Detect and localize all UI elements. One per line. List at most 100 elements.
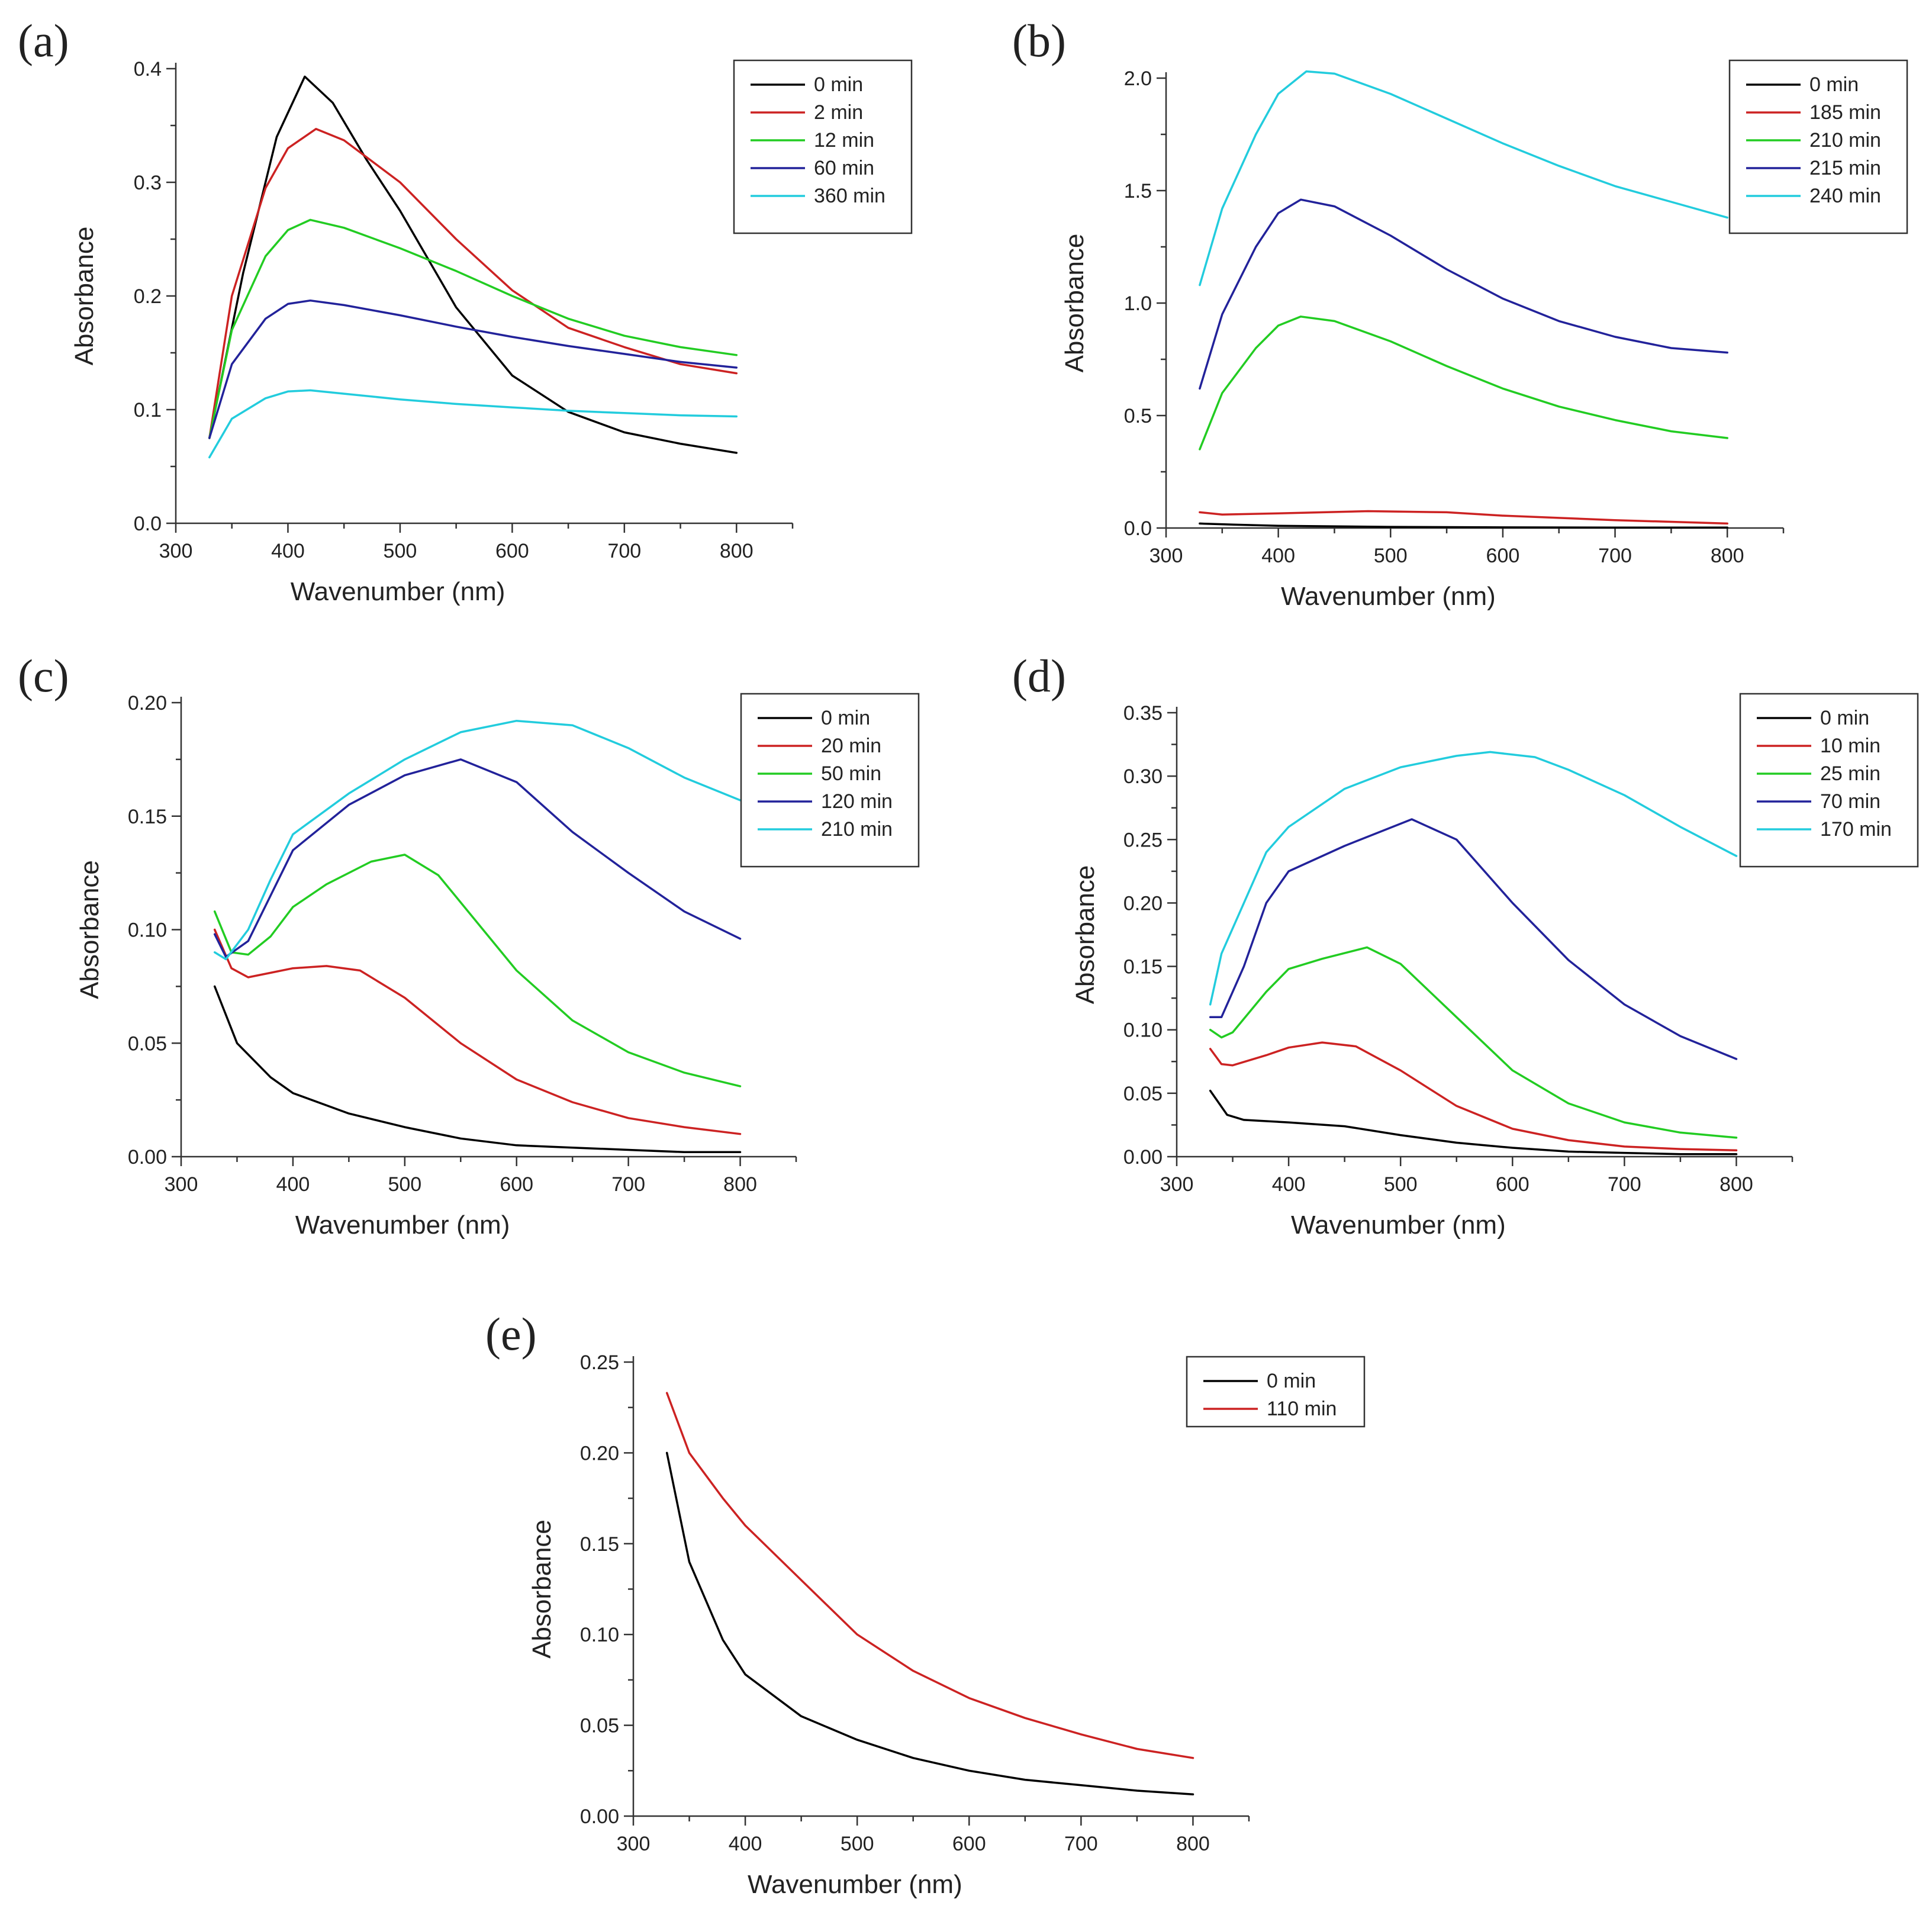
legend-box bbox=[1186, 1356, 1366, 1428]
series-line-185-min bbox=[1199, 510, 1728, 525]
x-axis-title: Wavenumber (nm) bbox=[1281, 582, 1496, 611]
legend-label: 240 min bbox=[1809, 185, 1881, 207]
y-tick-label: 1.0 bbox=[1124, 292, 1152, 315]
series-line-12-min bbox=[208, 218, 738, 439]
x-tick-label: 500 bbox=[384, 540, 417, 562]
y-tick-label: 0.1 bbox=[134, 399, 162, 421]
x-tick-label: 500 bbox=[841, 1833, 874, 1855]
legend-label: 210 min bbox=[1809, 129, 1881, 152]
x-tick-label: 300 bbox=[1149, 545, 1183, 567]
x-tick-label: 700 bbox=[607, 540, 641, 562]
x-tick-label: 300 bbox=[159, 540, 193, 562]
x-tick-label: 600 bbox=[495, 540, 529, 562]
series-line-110-min bbox=[665, 1392, 1194, 1759]
x-tick-label: 800 bbox=[720, 540, 754, 562]
legend-label: 50 min bbox=[821, 762, 881, 785]
y-tick-label: 0.25 bbox=[1123, 829, 1163, 851]
legend-label: 360 min bbox=[814, 185, 886, 207]
series-line-50-min bbox=[213, 854, 742, 1087]
y-tick-label: 0.20 bbox=[580, 1442, 619, 1464]
y-tick-label: 0.10 bbox=[1123, 1019, 1163, 1042]
series-line-210-min bbox=[1199, 316, 1728, 450]
x-tick-label: 800 bbox=[1176, 1833, 1210, 1855]
x-tick-label: 500 bbox=[1374, 545, 1408, 567]
x-tick-label: 600 bbox=[952, 1833, 986, 1855]
series-line-240-min bbox=[1199, 70, 1728, 287]
series-line-120-min bbox=[213, 758, 742, 958]
y-tick-label: 0.20 bbox=[1123, 892, 1163, 915]
y-tick-label: 0.35 bbox=[1123, 702, 1163, 725]
series-line-70-min bbox=[1209, 818, 1738, 1060]
legend-label: 120 min bbox=[821, 790, 893, 813]
legend-label: 2 min bbox=[814, 101, 863, 124]
y-axis-title: Absorbance bbox=[70, 227, 99, 366]
legend-label: 0 min bbox=[1809, 73, 1859, 96]
legend-label: 0 min bbox=[814, 73, 863, 96]
x-axis-title: Wavenumber (nm) bbox=[291, 577, 505, 606]
legend-label: 210 min bbox=[821, 818, 893, 841]
x-tick-label: 700 bbox=[1598, 545, 1632, 567]
legend-label: 170 min bbox=[1820, 818, 1892, 841]
x-tick-label: 300 bbox=[165, 1173, 198, 1196]
y-tick-label: 0.15 bbox=[580, 1533, 619, 1556]
x-tick-label: 400 bbox=[271, 540, 305, 562]
legend-label: 70 min bbox=[1820, 790, 1881, 813]
y-axis-title: Absorbance bbox=[1060, 234, 1089, 373]
chart-panel-4: (d) 300 400 500 600 700 800 0.00 0.05 0.10 0.15 0.2… bbox=[1012, 650, 1919, 1240]
y-tick-label: 0.00 bbox=[1123, 1146, 1163, 1169]
x-tick-label: 500 bbox=[1384, 1173, 1418, 1196]
legend-box bbox=[740, 693, 920, 868]
y-tick-label: 2.0 bbox=[1124, 67, 1152, 90]
series-line-210-min bbox=[213, 719, 742, 961]
y-tick-label: 0.15 bbox=[1123, 956, 1163, 978]
y-axis-title: Absorbance bbox=[75, 860, 104, 999]
x-axis-title: Wavenumber (nm) bbox=[748, 1870, 962, 1899]
y-tick-label: 0.2 bbox=[134, 285, 162, 308]
legend-label: 12 min bbox=[814, 129, 874, 152]
y-axis-title: Absorbance bbox=[527, 1520, 556, 1659]
y-tick-label: 0.20 bbox=[128, 692, 167, 714]
y-tick-label: 0.25 bbox=[580, 1351, 619, 1374]
x-tick-label: 300 bbox=[617, 1833, 651, 1855]
legend: 0 min 2 min 12 min 60 min 360 min bbox=[733, 59, 913, 234]
legend-label: 215 min bbox=[1809, 157, 1881, 179]
y-tick-label: 0.30 bbox=[1123, 765, 1163, 788]
y-tick-label: 0.0 bbox=[134, 513, 162, 535]
legend-label: 0 min bbox=[821, 707, 870, 729]
x-tick-label: 600 bbox=[1486, 545, 1520, 567]
x-tick-label: 500 bbox=[388, 1173, 421, 1196]
y-tick-label: 0.05 bbox=[128, 1032, 167, 1055]
x-tick-label: 800 bbox=[723, 1173, 757, 1196]
series-line-25-min bbox=[1209, 946, 1738, 1139]
y-tick-label: 0.10 bbox=[128, 919, 167, 942]
legend: 0 min 10 min 25 min 70 min 170 min bbox=[1739, 693, 1919, 868]
panel-label: (e) bbox=[485, 1308, 537, 1360]
legend-label: 0 min bbox=[1267, 1370, 1316, 1392]
x-tick-label: 400 bbox=[729, 1833, 762, 1855]
series-line-0-min bbox=[1209, 1089, 1738, 1155]
series-line-360-min bbox=[208, 389, 738, 459]
y-tick-label: 0.00 bbox=[580, 1805, 619, 1828]
y-tick-label: 0.5 bbox=[1124, 405, 1152, 427]
x-tick-label: 800 bbox=[1711, 545, 1744, 567]
series-line-215-min bbox=[1199, 198, 1728, 390]
x-tick-label: 600 bbox=[500, 1173, 533, 1196]
legend-label: 110 min bbox=[1267, 1398, 1337, 1420]
y-axis-title: Absorbance bbox=[1071, 865, 1100, 1005]
legend-box bbox=[1739, 693, 1919, 868]
y-tick-label: 0.05 bbox=[580, 1715, 619, 1737]
chart-panel-5: (e) 300 400 500 600 700 800 0.00 0.05 0.10 0.15 0.2… bbox=[485, 1308, 1366, 1899]
legend-label: 20 min bbox=[821, 735, 881, 757]
series-line-0-min bbox=[1199, 522, 1728, 529]
x-tick-label: 700 bbox=[1064, 1833, 1098, 1855]
x-tick-label: 600 bbox=[1496, 1173, 1530, 1196]
series-line-2-min bbox=[208, 128, 738, 439]
x-tick-label: 400 bbox=[1272, 1173, 1306, 1196]
x-tick-label: 400 bbox=[1261, 545, 1295, 567]
y-tick-label: 1.5 bbox=[1124, 180, 1152, 202]
y-tick-label: 0.00 bbox=[128, 1146, 167, 1169]
y-tick-label: 0.05 bbox=[1123, 1083, 1163, 1105]
legend-label: 185 min bbox=[1809, 101, 1881, 124]
x-tick-label: 800 bbox=[1720, 1173, 1753, 1196]
